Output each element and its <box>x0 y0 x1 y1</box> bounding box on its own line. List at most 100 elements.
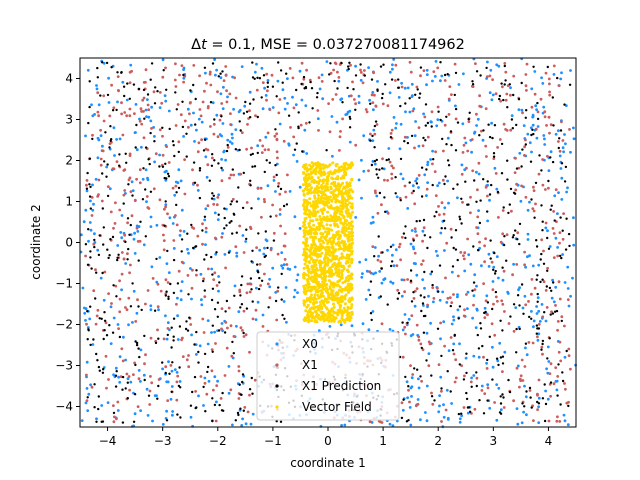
point-vector-field <box>332 296 336 300</box>
point-x1-prediction <box>394 192 397 195</box>
point-x1 <box>269 248 273 252</box>
point-x1-prediction <box>168 372 171 375</box>
point-x0 <box>96 156 100 160</box>
point-vector-field <box>326 256 330 260</box>
point-vector-field <box>304 309 308 313</box>
point-x0 <box>452 315 455 319</box>
point-x1 <box>537 172 541 176</box>
point-x1 <box>558 340 562 344</box>
point-x1-prediction <box>352 88 355 91</box>
point-x0 <box>566 423 570 427</box>
point-x0 <box>562 413 566 417</box>
point-x0 <box>102 61 106 65</box>
point-x0 <box>164 314 167 318</box>
point-x1-prediction <box>478 134 481 137</box>
point-x0 <box>365 269 369 273</box>
point-x1 <box>91 133 94 137</box>
point-x1-prediction <box>86 338 89 341</box>
point-x1 <box>491 288 495 291</box>
point-x0 <box>149 119 153 123</box>
point-x1-prediction <box>552 124 555 127</box>
point-x1 <box>237 397 241 400</box>
point-x0 <box>362 134 366 138</box>
point-x1-prediction <box>465 397 469 401</box>
point-x0 <box>425 384 429 388</box>
point-x0 <box>134 103 138 106</box>
point-x1-prediction <box>124 240 127 244</box>
point-vector-field <box>350 202 354 206</box>
point-x1 <box>558 420 562 423</box>
point-x0 <box>541 82 545 85</box>
point-x1-prediction <box>164 162 167 165</box>
point-x0 <box>540 303 544 306</box>
point-x1-prediction <box>240 393 243 396</box>
point-x1-prediction <box>421 302 425 305</box>
point-x0 <box>442 320 446 324</box>
point-x1 <box>420 263 423 266</box>
point-vector-field <box>305 247 309 251</box>
point-x0 <box>180 280 184 283</box>
point-x1 <box>135 226 139 230</box>
point-vector-field <box>329 281 333 284</box>
point-x1-prediction <box>193 181 197 184</box>
point-x1 <box>461 200 464 204</box>
point-x1 <box>149 375 152 378</box>
point-x1-prediction <box>201 229 204 232</box>
point-x1-prediction <box>512 303 516 306</box>
point-x1 <box>505 129 509 132</box>
point-x0 <box>392 58 396 61</box>
point-x1-prediction <box>514 229 517 232</box>
point-x1-prediction <box>551 160 555 164</box>
point-x0 <box>414 120 417 123</box>
point-x0 <box>406 86 410 90</box>
point-x1 <box>95 314 99 318</box>
point-x1-prediction <box>89 250 92 253</box>
point-x1-prediction <box>89 185 92 189</box>
point-x1-prediction <box>236 411 240 415</box>
point-x0 <box>158 256 162 259</box>
point-vector-field <box>344 209 348 213</box>
point-x0 <box>116 323 120 326</box>
point-vector-field <box>323 184 327 188</box>
point-vector-field <box>330 176 334 180</box>
point-x1 <box>370 93 374 97</box>
point-x1-prediction <box>441 137 444 141</box>
point-x1 <box>398 196 402 200</box>
point-x1 <box>485 75 489 79</box>
point-x0 <box>456 295 459 299</box>
point-x0 <box>410 82 414 86</box>
point-x1-prediction <box>189 89 192 92</box>
point-x0 <box>372 128 376 132</box>
point-x0 <box>200 303 204 307</box>
point-x1-prediction <box>552 281 555 284</box>
point-x1-prediction <box>203 66 207 70</box>
x-tick-label: −3 <box>154 434 172 448</box>
point-vector-field <box>321 193 325 197</box>
point-vector-field <box>318 239 321 243</box>
point-x1-prediction <box>500 82 503 85</box>
point-x0 <box>388 422 392 426</box>
point-x1-prediction <box>458 305 462 308</box>
point-x1 <box>154 152 158 156</box>
point-x1-prediction <box>419 294 422 297</box>
point-x0 <box>503 350 507 354</box>
point-x1 <box>415 85 419 89</box>
point-x1 <box>534 202 537 206</box>
point-x1 <box>128 271 132 275</box>
point-x1 <box>228 176 231 180</box>
point-x0 <box>431 79 434 83</box>
point-x0 <box>477 209 480 213</box>
point-vector-field <box>302 299 306 303</box>
point-x1-prediction <box>86 396 89 399</box>
point-x1 <box>109 210 113 214</box>
point-x1 <box>138 168 142 172</box>
point-x1 <box>558 241 561 245</box>
point-x0 <box>492 265 496 269</box>
point-x0 <box>161 58 165 62</box>
point-x0 <box>257 197 260 201</box>
point-x0 <box>446 416 450 420</box>
point-x1 <box>234 245 238 249</box>
point-x0 <box>392 264 396 268</box>
point-x0 <box>95 84 98 87</box>
point-x1-prediction <box>424 103 428 106</box>
